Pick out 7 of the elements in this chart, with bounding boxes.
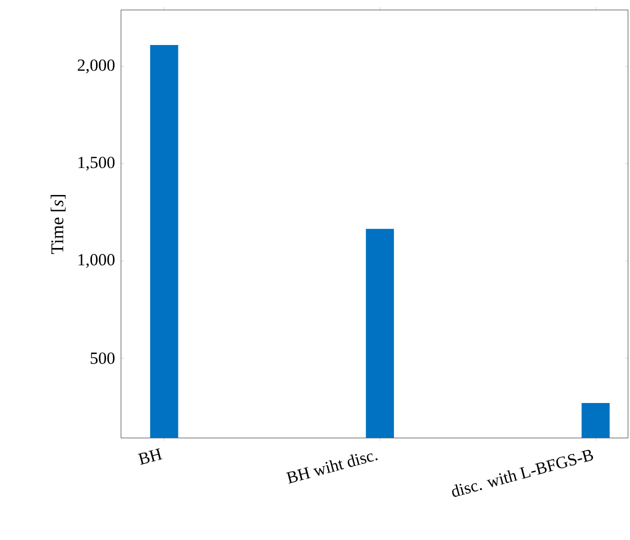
y-axis-title: Time [s] — [50, 195, 66, 254]
y-tick-label: 500 — [90, 352, 115, 364]
x-tick-label: BH — [138, 448, 162, 465]
y-tick-label: 1,000 — [78, 254, 115, 268]
x-tick-label: BH wiht disc. — [286, 453, 378, 484]
y-tick-label: 2,000 — [78, 59, 115, 74]
y-tick-label: 1,500 — [78, 156, 115, 171]
